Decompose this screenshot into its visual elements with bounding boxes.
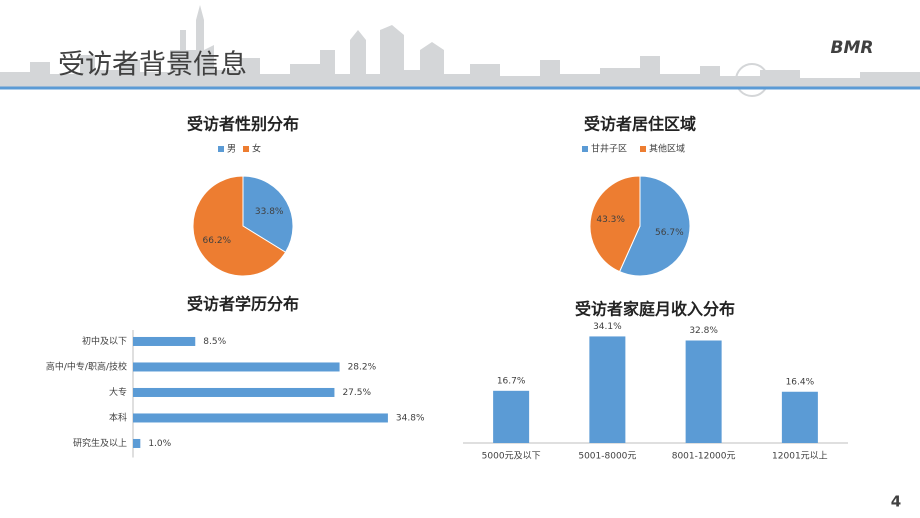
data-label: 28.2% xyxy=(348,362,377,372)
logo: BMR xyxy=(831,38,874,58)
legend-swatch xyxy=(218,146,224,152)
data-label: 33.8% xyxy=(255,207,284,217)
page-number: 4 xyxy=(891,493,901,511)
skyline xyxy=(0,5,920,97)
bar xyxy=(493,390,530,443)
bar xyxy=(685,340,722,443)
data-label: 34.8% xyxy=(396,413,425,423)
data-label: 43.3% xyxy=(596,215,625,225)
chart-title: 受访者性别分布 xyxy=(187,115,299,134)
pie-slice xyxy=(589,175,641,273)
legend-label: 甘井子区 xyxy=(591,143,627,155)
category-label: 5001-8000元 xyxy=(578,452,636,462)
legend-swatch xyxy=(582,146,588,152)
category-label: 本科 xyxy=(109,411,127,423)
category-label: 5000元及以下 xyxy=(482,451,541,462)
data-label: 66.2% xyxy=(203,236,232,246)
legend-label: 男 xyxy=(227,144,236,155)
data-label: 8.5% xyxy=(203,337,226,347)
chart-title: 受访者学历分布 xyxy=(187,295,299,314)
data-label: 27.5% xyxy=(342,388,371,398)
category-label: 高中/中专/职高/技校 xyxy=(46,360,127,372)
data-label: 1.0% xyxy=(148,439,171,449)
legend-swatch xyxy=(243,146,249,152)
data-label: 32.8% xyxy=(689,326,718,336)
bar xyxy=(133,336,196,346)
data-label: 16.7% xyxy=(497,376,526,386)
bar xyxy=(589,336,626,443)
category-label: 大专 xyxy=(109,386,127,398)
pie-slice xyxy=(618,175,691,277)
data-label: 34.1% xyxy=(593,322,622,332)
chart-title: 受访者家庭月收入分布 xyxy=(575,300,735,319)
legend-label: 其他区域 xyxy=(649,143,685,155)
data-label: 56.7% xyxy=(655,228,684,238)
bar xyxy=(133,413,388,423)
pie-slice xyxy=(192,175,287,277)
category-label: 12001元以上 xyxy=(772,451,828,462)
slide-title: 受访者背景信息 xyxy=(58,50,247,81)
bar xyxy=(781,391,818,443)
category-label: 8001-12000元 xyxy=(672,452,736,462)
bar xyxy=(133,438,141,448)
bar xyxy=(133,362,340,372)
chart-title: 受访者居住区域 xyxy=(584,115,696,134)
category-label: 初中及以下 xyxy=(82,335,127,347)
legend-label: 女 xyxy=(252,143,261,155)
data-label: 16.4% xyxy=(786,377,815,387)
bar xyxy=(133,387,335,397)
legend-swatch xyxy=(640,146,646,152)
category-label: 研究生及以上 xyxy=(73,437,127,449)
